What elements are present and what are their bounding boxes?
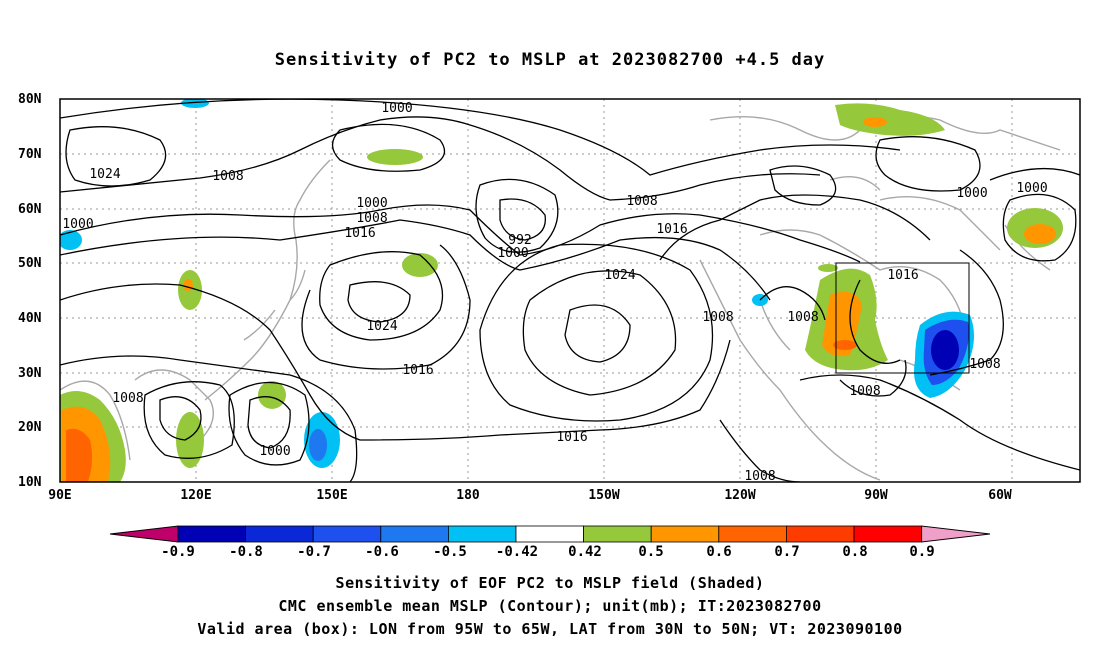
caption-line-1: Sensitivity of EOF PC2 to MSLP field (Sh… [335, 574, 765, 592]
colorbar-swatch [312, 525, 382, 543]
contour-label-layer: 1000 1024 1008 1000 1000 1008 1016 992 1… [62, 101, 1047, 484]
lat-label: 40N [18, 311, 42, 326]
lon-label: 90W [864, 488, 888, 503]
colorbar-swatch [177, 525, 246, 543]
colorbar-label: 0.8 [842, 544, 868, 560]
contour-label: 1016 [402, 363, 433, 378]
contour-label: 1008 [212, 169, 243, 184]
lat-label: 80N [18, 92, 42, 107]
colorbar-label: 0.42 [568, 544, 602, 560]
contour-label: 1000 [497, 246, 528, 261]
lon-label: 60W [988, 488, 1012, 503]
colorbar-swatch [583, 525, 652, 543]
colorbar-swatch [245, 525, 314, 543]
contour-label: 1024 [604, 268, 635, 283]
colorbar-label: -0.9 [161, 544, 195, 560]
lat-label: 10N [18, 475, 42, 490]
contour-label: 1008 [849, 384, 880, 399]
lat-label: 30N [18, 366, 42, 381]
contour-label: 1008 [356, 211, 387, 226]
contour-label: 1000 [259, 444, 290, 459]
colorbar-label: 0.5 [638, 544, 664, 560]
colorbar-swatch [447, 525, 517, 543]
contour-label: 1008 [969, 357, 1000, 372]
contour-label: 1000 [356, 196, 387, 211]
colorbar-swatch [515, 525, 584, 543]
contour-label: 1000 [956, 186, 987, 201]
contour-label: 1008 [744, 469, 775, 484]
colorbar-label: -0.6 [365, 544, 399, 560]
contour-label: 1000 [381, 101, 412, 116]
lon-label: 90E [48, 488, 72, 503]
colorbar-label: -0.42 [495, 544, 539, 560]
colorbar-label: -0.7 [297, 544, 331, 560]
contour-label: 1024 [89, 167, 120, 182]
contour-label: 1016 [887, 268, 918, 283]
sensitivity-shading [60, 99, 1063, 482]
lon-label: 150W [588, 488, 620, 503]
contour-label: 1016 [556, 430, 587, 445]
contour-label: 1008 [787, 310, 818, 325]
colorbar [109, 525, 991, 543]
colorbar-extend-low [109, 525, 179, 543]
lat-label: 60N [18, 202, 42, 217]
contour-label: 1024 [366, 319, 397, 334]
caption-line-2: CMC ensemble mean MSLP (Contour); unit(m… [278, 597, 822, 615]
lon-label: 150E [316, 488, 348, 503]
lon-label: 120W [724, 488, 756, 503]
lon-label: 120E [180, 488, 212, 503]
contour-label: 1016 [344, 226, 375, 241]
contour-label: 1000 [1016, 181, 1047, 196]
lat-label: 70N [18, 147, 42, 162]
colorbar-extend-high [921, 525, 991, 543]
contour-label: 1008 [112, 391, 143, 406]
mslp-contours [60, 99, 1080, 482]
colorbar-label: 0.9 [909, 544, 935, 560]
contour-label: 1016 [656, 222, 687, 237]
colorbar-label: -0.5 [433, 544, 467, 560]
plot-frame [59, 98, 1081, 483]
grid-lines [60, 99, 1080, 482]
colorbar-swatch [853, 525, 922, 543]
colorbar-swatch [380, 525, 449, 543]
contour-label: 1000 [62, 217, 93, 232]
colorbar-swatch [718, 525, 787, 543]
lat-label: 50N [18, 256, 42, 271]
colorbar-label: 0.7 [774, 544, 800, 560]
coastlines [60, 116, 1061, 481]
caption-line-3: Valid area (box): LON from 95W to 65W, L… [197, 620, 903, 638]
contour-label: 1008 [702, 310, 733, 325]
valid-area-box [835, 262, 970, 374]
colorbar-label: 0.6 [706, 544, 732, 560]
colorbar-label: -0.8 [229, 544, 263, 560]
colorbar-swatch [650, 525, 720, 543]
colorbar-swatch [786, 525, 855, 543]
contour-label: 1008 [626, 194, 657, 209]
contour-label: 992 [508, 233, 531, 248]
map-title: Sensitivity of PC2 to MSLP at 2023082700… [274, 50, 826, 70]
lat-label: 20N [18, 420, 42, 435]
lon-label: 180 [456, 488, 480, 503]
